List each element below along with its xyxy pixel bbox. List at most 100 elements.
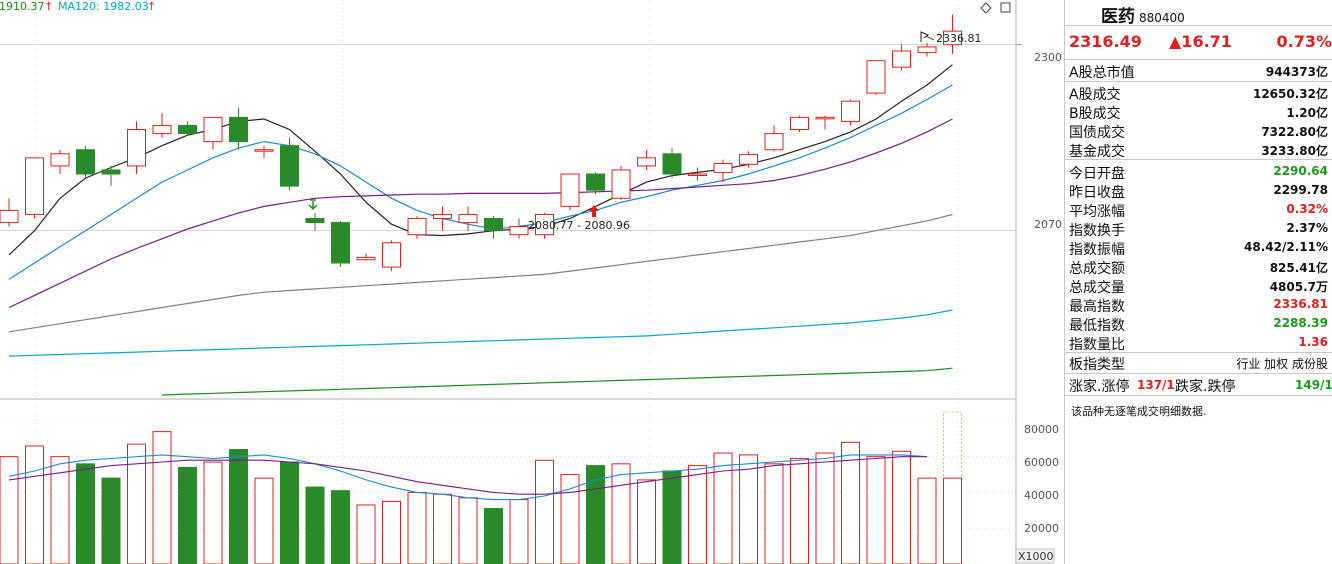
candle-body	[560, 173, 580, 207]
candle-body	[152, 124, 172, 135]
limit-up-label: 涨家.涨停	[1069, 379, 1130, 395]
volume-ma-line	[8, 454, 928, 501]
turnover-value: 1.20亿	[1286, 106, 1328, 120]
volume-bar	[713, 452, 733, 564]
volume-bar	[611, 463, 631, 564]
turnover-row: A股成交 12650.32亿	[1069, 83, 1328, 103]
market-cap-label: A股总市值	[1069, 65, 1135, 81]
ma-legend-value: 1910.37	[0, 0, 45, 13]
index-change: ▲16.71	[1169, 32, 1232, 51]
stat-row: 昨日收盘 2299.78	[1069, 181, 1328, 201]
stat-label: 昨日收盘	[1069, 185, 1125, 201]
index-type-value[interactable]: 行业 加权 成份股	[1236, 357, 1328, 371]
volume-bar	[305, 486, 325, 564]
turnover-value: 12650.32亿	[1252, 87, 1328, 101]
volume-unit-box	[1015, 548, 1055, 564]
candle-body	[254, 149, 274, 152]
volume-bar	[101, 477, 121, 564]
candle-body	[229, 116, 248, 143]
candle-body	[509, 226, 529, 236]
stat-label: 平均涨幅	[1069, 204, 1125, 220]
candle-body	[356, 256, 376, 261]
turnover-row: 基金成交 3233.80亿	[1069, 140, 1328, 160]
volume-bar	[178, 466, 197, 564]
stat-row: 最高指数 2336.81	[1069, 295, 1328, 315]
volume-bar	[892, 450, 911, 564]
volume-gridlines	[0, 403, 1016, 564]
candle-body	[25, 157, 44, 215]
volume-bar	[535, 459, 554, 564]
candle-body	[611, 169, 631, 199]
volume-bar	[688, 465, 707, 564]
index-type-row: 板指类型 行业 加权 成份股	[1069, 353, 1328, 373]
candle-body	[713, 162, 733, 173]
ma-line	[8, 309, 953, 357]
vol-tick-80000: 80000	[1024, 423, 1059, 436]
turnover-value: 7322.80亿	[1261, 125, 1328, 139]
candle-body	[76, 149, 95, 175]
candle-body	[764, 133, 784, 151]
tick-data-note: 该品种无逐笔成交明细数据.	[1071, 405, 1207, 418]
candle-body	[203, 116, 223, 143]
volume-bar	[203, 461, 223, 564]
stat-value: 1.36	[1298, 335, 1328, 349]
volume-moving-averages	[8, 454, 928, 501]
volume-bar	[331, 490, 350, 564]
turnover-label: 基金成交	[1069, 144, 1125, 160]
candle-body	[127, 128, 146, 167]
price-tick-2300: 2300	[1034, 51, 1062, 64]
candle-body	[407, 218, 427, 236]
ma-legend-arrow: ↑	[44, 0, 53, 13]
index-title: 医药 880400	[1101, 2, 1185, 27]
volume-bar	[254, 477, 274, 564]
volume-bar	[509, 499, 529, 564]
stat-row: 指数振幅 48.42/2.11%	[1069, 238, 1328, 258]
volume-unit: X1000	[1018, 550, 1054, 563]
ma-line	[161, 367, 953, 396]
stat-row: 总成交量 4805.7万	[1069, 276, 1328, 296]
volume-bar	[25, 445, 44, 564]
stat-label: 指数量比	[1069, 337, 1125, 353]
price-gridlines	[0, 0, 1022, 399]
stat-value: 2290.64	[1273, 164, 1328, 178]
candle-body	[662, 153, 682, 175]
stat-value: 4805.7万	[1269, 280, 1328, 294]
limit-up-value: 137/1	[1137, 378, 1175, 392]
stat-row: 今日开盘 2290.64	[1069, 162, 1328, 182]
window-toggle-icon[interactable]	[1000, 2, 1011, 13]
turnover-label: B股成交	[1069, 106, 1121, 122]
candle-body	[917, 46, 937, 54]
candle-body	[305, 218, 325, 224]
candle-body	[280, 145, 299, 187]
candle-body	[331, 222, 350, 264]
candle-body	[458, 213, 478, 224]
price-moving-averages	[8, 64, 953, 396]
price-tick-2070: 2070	[1034, 218, 1062, 231]
stat-label: 总成交额	[1069, 261, 1125, 277]
high-annotation: 2336.81	[936, 32, 982, 45]
index-type-label: 板指类型	[1069, 357, 1125, 373]
stat-value: 2336.81	[1273, 297, 1328, 311]
limit-down-label: 跌家.跌停	[1175, 379, 1236, 395]
kline-chart[interactable]: 1910.37 ↑ MA120: 1982.03 ↑ 2300 2070 800…	[0, 0, 1064, 564]
volume-bar	[229, 449, 248, 564]
market-cap-value: 944373亿	[1265, 65, 1328, 79]
turnover-row: B股成交 1.20亿	[1069, 102, 1328, 122]
candle-body	[790, 116, 809, 130]
quote-row: 2316.49 ▲16.71 0.73%	[1069, 32, 1332, 54]
candle-body	[688, 173, 707, 177]
turnover-row: 国债成交 7322.80亿	[1069, 121, 1328, 141]
volume-bar	[407, 491, 427, 564]
volume-bar	[0, 456, 19, 564]
limit-down-value: 149/1	[1295, 378, 1332, 392]
vol-tick-60000: 60000	[1024, 456, 1059, 469]
turnover-label: A股成交	[1069, 87, 1121, 103]
diamond-tool-icon[interactable]	[980, 2, 992, 14]
stat-row: 指数量比 1.36	[1069, 333, 1328, 353]
stat-label: 总成交量	[1069, 280, 1125, 296]
volume-bar	[739, 454, 758, 564]
candle-body	[50, 153, 70, 167]
vol-tick-20000: 20000	[1024, 522, 1059, 535]
stat-label: 最高指数	[1069, 299, 1125, 315]
candle-body	[943, 30, 962, 46]
